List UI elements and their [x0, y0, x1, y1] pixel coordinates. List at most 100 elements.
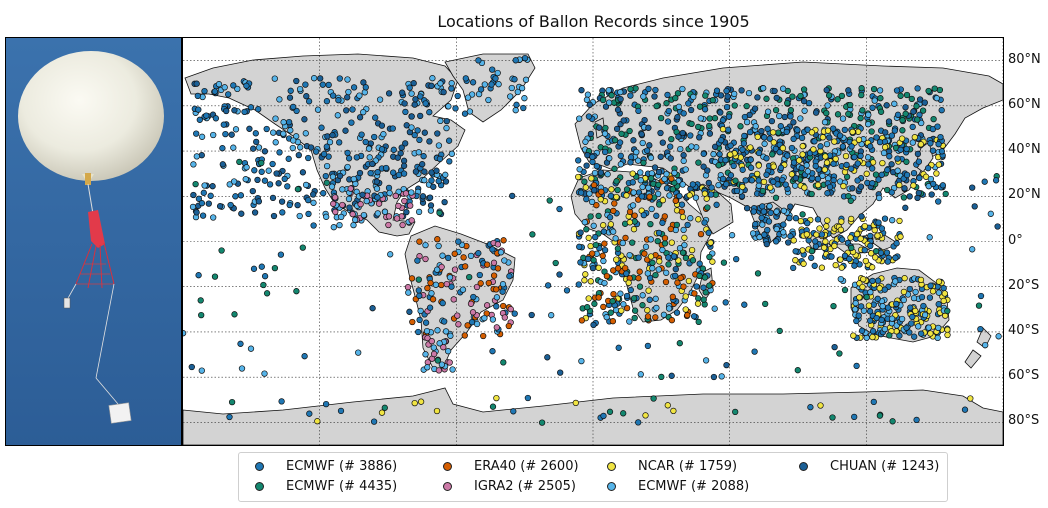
station-point	[644, 313, 652, 320]
station-point	[301, 353, 308, 360]
station-point	[836, 132, 844, 139]
station-point	[489, 316, 497, 323]
station-point	[902, 204, 909, 211]
station-point	[600, 303, 607, 311]
station-point	[864, 154, 872, 161]
station-point	[397, 150, 404, 157]
station-point	[648, 175, 655, 182]
station-point	[575, 157, 582, 164]
station-point	[586, 190, 593, 197]
station-point	[723, 361, 730, 369]
station-point	[441, 198, 448, 206]
station-point	[918, 293, 926, 301]
station-point	[507, 93, 514, 100]
station-point	[220, 121, 227, 128]
station-point	[711, 305, 718, 312]
station-point	[804, 168, 812, 175]
station-point	[236, 158, 243, 166]
station-point	[930, 115, 937, 123]
station-point	[881, 325, 889, 333]
station-point	[400, 170, 408, 177]
station-point	[649, 265, 656, 272]
station-point	[198, 367, 205, 374]
station-point	[772, 238, 780, 245]
station-point	[801, 107, 808, 114]
station-point	[277, 251, 285, 258]
station-point	[349, 106, 356, 113]
station-point	[851, 413, 858, 421]
station-point	[401, 197, 408, 205]
station-point	[811, 138, 818, 145]
station-point	[713, 201, 720, 208]
station-point	[647, 220, 654, 228]
station-point	[254, 176, 261, 184]
station-point	[445, 254, 452, 262]
station-point	[435, 242, 442, 250]
station-point	[629, 239, 636, 246]
station-point	[591, 300, 598, 307]
station-point	[646, 142, 653, 149]
station-point	[727, 172, 735, 179]
station-point	[455, 321, 462, 328]
station-point	[797, 92, 804, 100]
station-point	[373, 178, 380, 185]
station-point	[855, 312, 862, 319]
station-point	[845, 110, 852, 118]
station-point	[613, 178, 620, 185]
station-point	[587, 242, 594, 250]
station-point	[356, 169, 364, 177]
station-point	[210, 214, 217, 221]
station-point	[640, 211, 647, 219]
station-point	[684, 221, 691, 229]
station-point	[616, 139, 624, 146]
station-point	[623, 304, 631, 312]
station-point	[609, 298, 616, 305]
station-point	[645, 85, 652, 93]
station-point	[653, 102, 660, 110]
station-point	[590, 256, 597, 264]
station-point	[838, 218, 845, 225]
station-point	[493, 303, 500, 310]
station-point	[415, 149, 422, 156]
station-point	[929, 147, 937, 154]
station-point	[931, 85, 938, 92]
station-point	[646, 296, 653, 303]
station-point	[422, 255, 429, 263]
station-point	[322, 400, 330, 408]
station-point	[668, 135, 675, 143]
station-point	[280, 130, 287, 137]
station-point	[615, 344, 622, 351]
station-point	[787, 113, 794, 120]
station-point	[678, 201, 686, 208]
station-point	[429, 75, 436, 82]
station-point	[928, 191, 935, 198]
station-point	[675, 133, 682, 140]
station-point	[590, 321, 597, 329]
station-point	[708, 184, 715, 191]
station-point	[888, 132, 896, 139]
station-point	[918, 119, 925, 127]
station-point	[626, 318, 633, 325]
station-point	[320, 150, 328, 158]
station-point	[893, 87, 901, 94]
station-point	[301, 116, 308, 123]
station-point	[935, 301, 942, 308]
station-point	[552, 259, 559, 267]
station-point	[792, 174, 799, 182]
station-point	[740, 140, 748, 147]
station-point	[289, 144, 296, 152]
station-point	[812, 109, 820, 116]
station-point	[858, 91, 865, 99]
station-point	[433, 167, 440, 174]
station-point	[373, 185, 381, 192]
station-point	[689, 181, 696, 188]
station-point	[801, 184, 808, 191]
station-point	[219, 145, 226, 152]
station-point	[808, 247, 816, 255]
station-point	[893, 300, 900, 308]
station-point	[672, 94, 679, 102]
station-point	[454, 312, 461, 319]
station-point	[495, 81, 502, 88]
station-point	[921, 99, 928, 106]
station-point	[323, 213, 330, 220]
